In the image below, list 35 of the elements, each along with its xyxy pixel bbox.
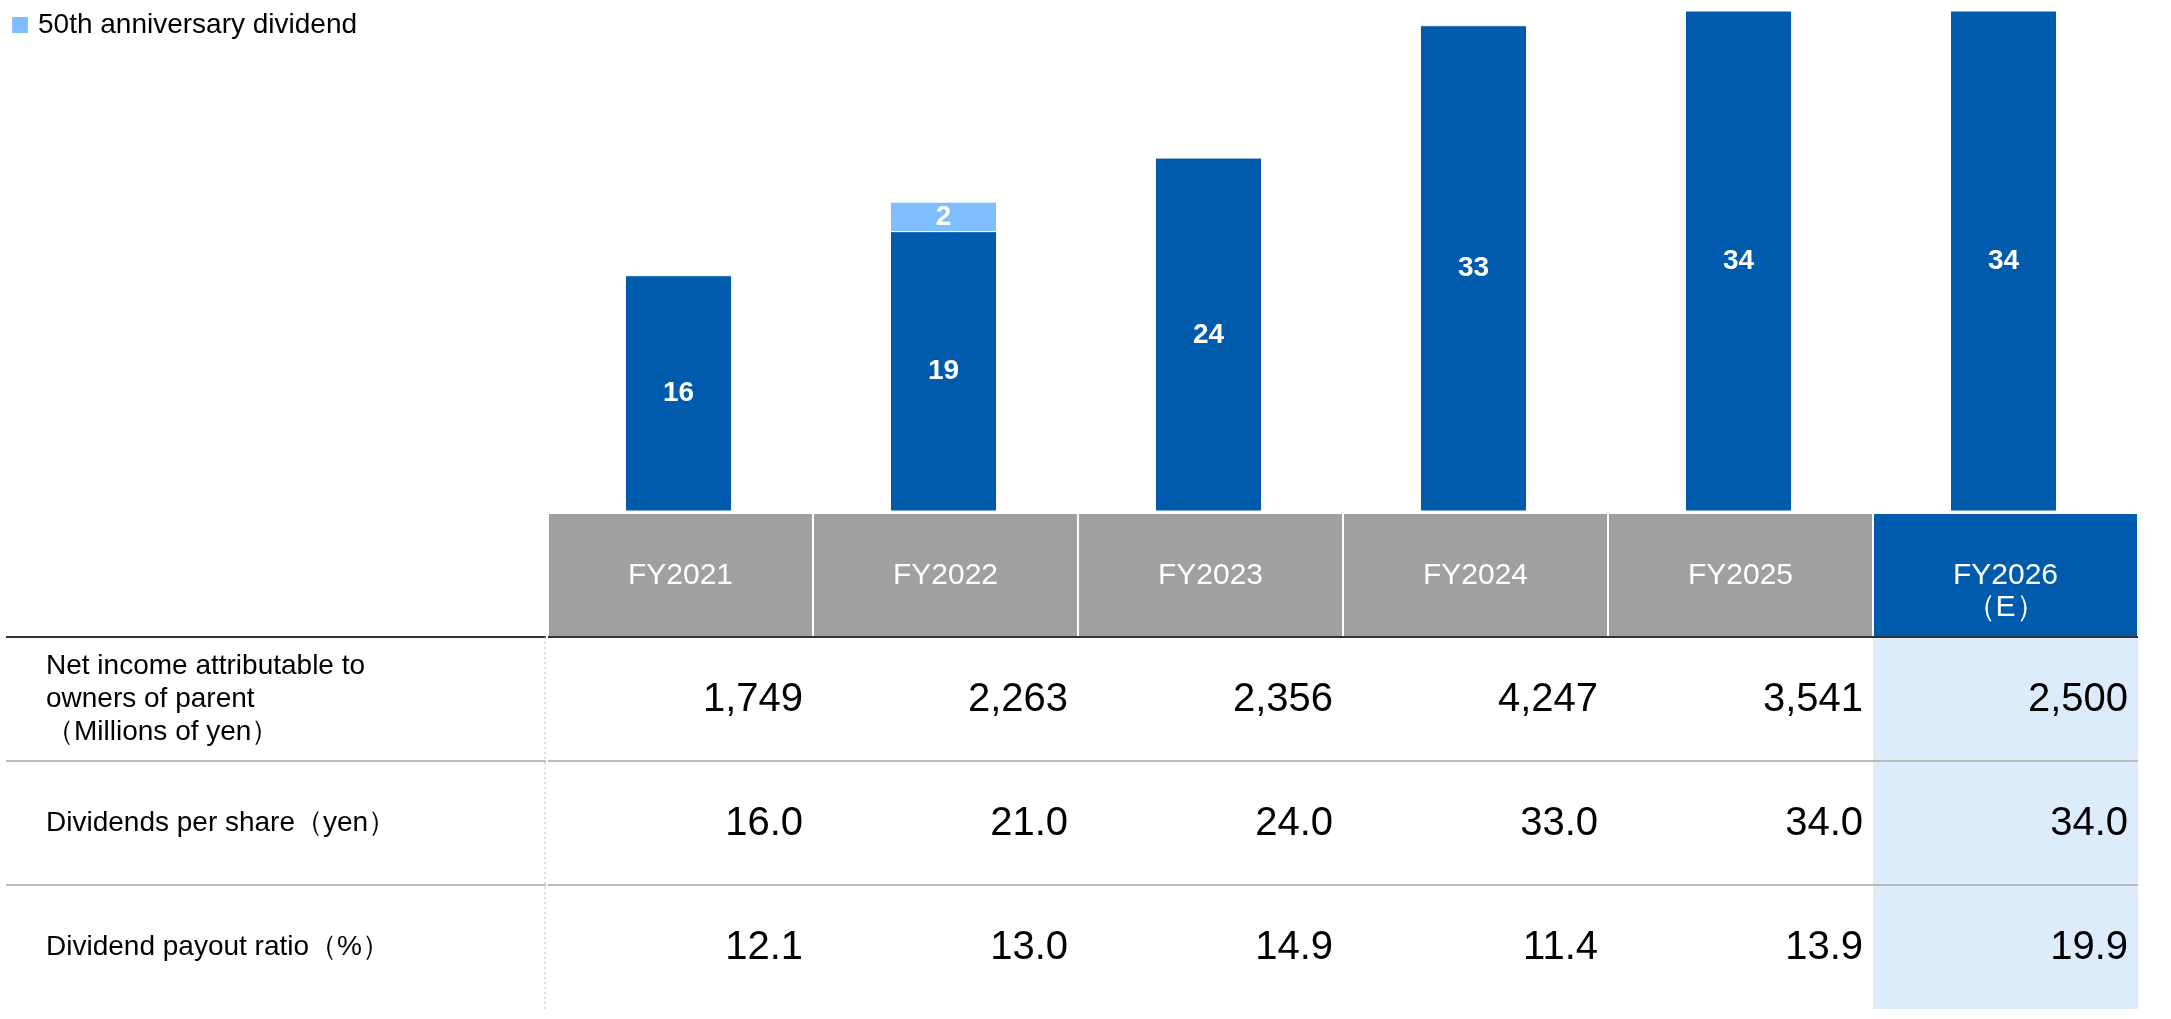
text: 16.0	[725, 799, 803, 843]
x-tick-label: FY2021	[627, 557, 734, 590]
text: 21.0	[990, 799, 1068, 843]
text: 1,749	[702, 675, 803, 719]
text: 13.9	[1785, 923, 1863, 967]
text: 2,356	[1232, 675, 1333, 719]
text: 19.9	[2050, 923, 2128, 967]
x-tick-label: FY2022	[892, 557, 999, 590]
text: 14.9	[1255, 923, 1333, 967]
text: 13.0	[990, 923, 1068, 967]
data-label: 19	[927, 354, 960, 386]
x-tick-label: FY2026 （E）	[1952, 557, 2059, 622]
text: 34.0	[1785, 799, 1863, 843]
text: 24.0	[1255, 799, 1333, 843]
data-label: 34	[1722, 244, 1755, 275]
text: Dividend payout ratio（%）	[46, 930, 390, 961]
text: Dividends per share（yen）	[46, 806, 397, 837]
legend-label: 50th anniversary dividend	[38, 8, 358, 39]
x-tick-label: FY2025	[1687, 557, 1794, 590]
text: 2,263	[967, 675, 1068, 719]
text: Net income attributable to owners of parent （Millions of yen）	[46, 649, 366, 746]
data-label: 16	[662, 376, 695, 408]
text: 34.0	[2050, 799, 2128, 843]
text: 3,541	[1762, 675, 1863, 719]
data-label: 34	[1987, 244, 2020, 275]
text: 12.1	[725, 923, 803, 967]
data-label: 2	[935, 199, 952, 231]
data-label: 33	[1457, 251, 1490, 283]
data-label: 24	[1192, 317, 1225, 349]
x-tick-label: FY2023	[1157, 557, 1264, 590]
x-tick-label: FY2024	[1422, 557, 1529, 590]
text: 4,247	[1497, 675, 1598, 719]
text: 2,500	[2027, 675, 2128, 719]
text: 11.4	[1523, 923, 1598, 967]
text: 33.0	[1520, 799, 1598, 843]
